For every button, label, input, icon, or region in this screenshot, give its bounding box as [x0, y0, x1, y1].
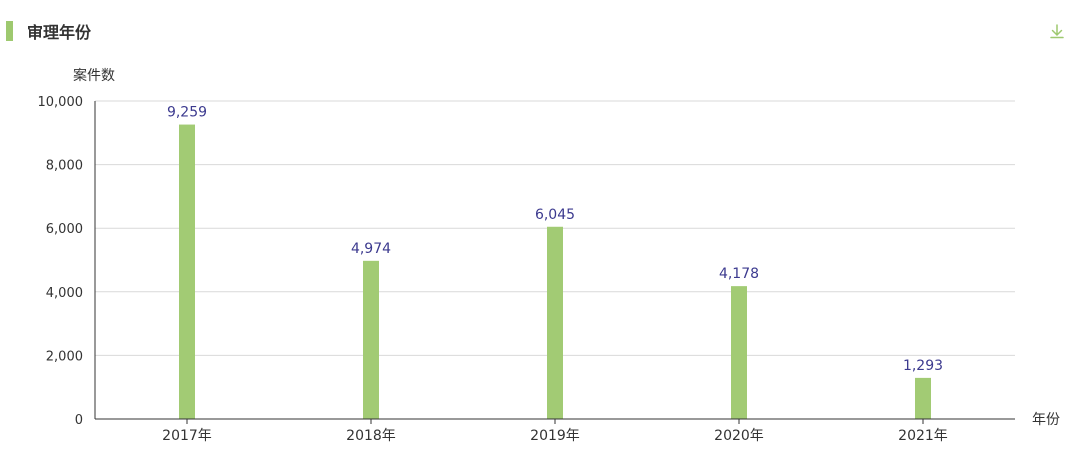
- y-tick-label: 10,000: [38, 95, 84, 110]
- bar-value-label: 4,974: [351, 241, 391, 257]
- data-labels: 9,259 4,974 6,045 4,178 1,293: [167, 105, 943, 374]
- bar[interactable]: [363, 260, 379, 419]
- y-tick-label: 0: [75, 413, 83, 428]
- x-tick-label: 2020年: [714, 428, 764, 444]
- x-axis-ticks: 2017年 2018年 2019年 2020年 2021年: [162, 419, 948, 444]
- bar-value-label: 6,045: [535, 207, 575, 223]
- bar-value-label: 4,178: [719, 266, 759, 282]
- title-accent-bar: [6, 21, 13, 41]
- bar[interactable]: [547, 226, 563, 419]
- bar[interactable]: [915, 377, 931, 419]
- x-axis-title: 年份: [1032, 412, 1060, 428]
- y-tick-label: 6,000: [46, 222, 83, 237]
- bar-value-label: 9,259: [167, 105, 207, 121]
- bar[interactable]: [731, 286, 747, 419]
- download-icon[interactable]: [1048, 22, 1066, 40]
- x-tick-label: 2021年: [898, 428, 948, 444]
- bar[interactable]: [179, 124, 195, 420]
- y-tick-label: 2,000: [46, 349, 83, 364]
- y-tick-label: 8,000: [46, 159, 83, 174]
- y-tick-label: 4,000: [46, 286, 83, 301]
- chart-header: 审理年份: [0, 0, 1080, 62]
- chart-title: 审理年份: [27, 23, 92, 42]
- bar-chart: 0 2,000 4,000 6,000 8,000 10,000 9,259 4,974 6,…: [0, 62, 1080, 456]
- y-axis-title: 案件数: [73, 67, 115, 84]
- chart-canvas: 0 2,000 4,000 6,000 8,000 10,000 9,259 4,974 6,…: [38, 67, 1061, 444]
- x-tick-label: 2017年: [162, 428, 212, 444]
- bar-value-label: 1,293: [903, 358, 943, 374]
- download-icon-graphic: [1050, 24, 1064, 39]
- bars: [179, 124, 931, 420]
- x-tick-label: 2019年: [530, 428, 580, 444]
- y-axis-ticks: 0 2,000 4,000 6,000 8,000 10,000: [38, 95, 84, 428]
- x-tick-label: 2018年: [346, 428, 396, 444]
